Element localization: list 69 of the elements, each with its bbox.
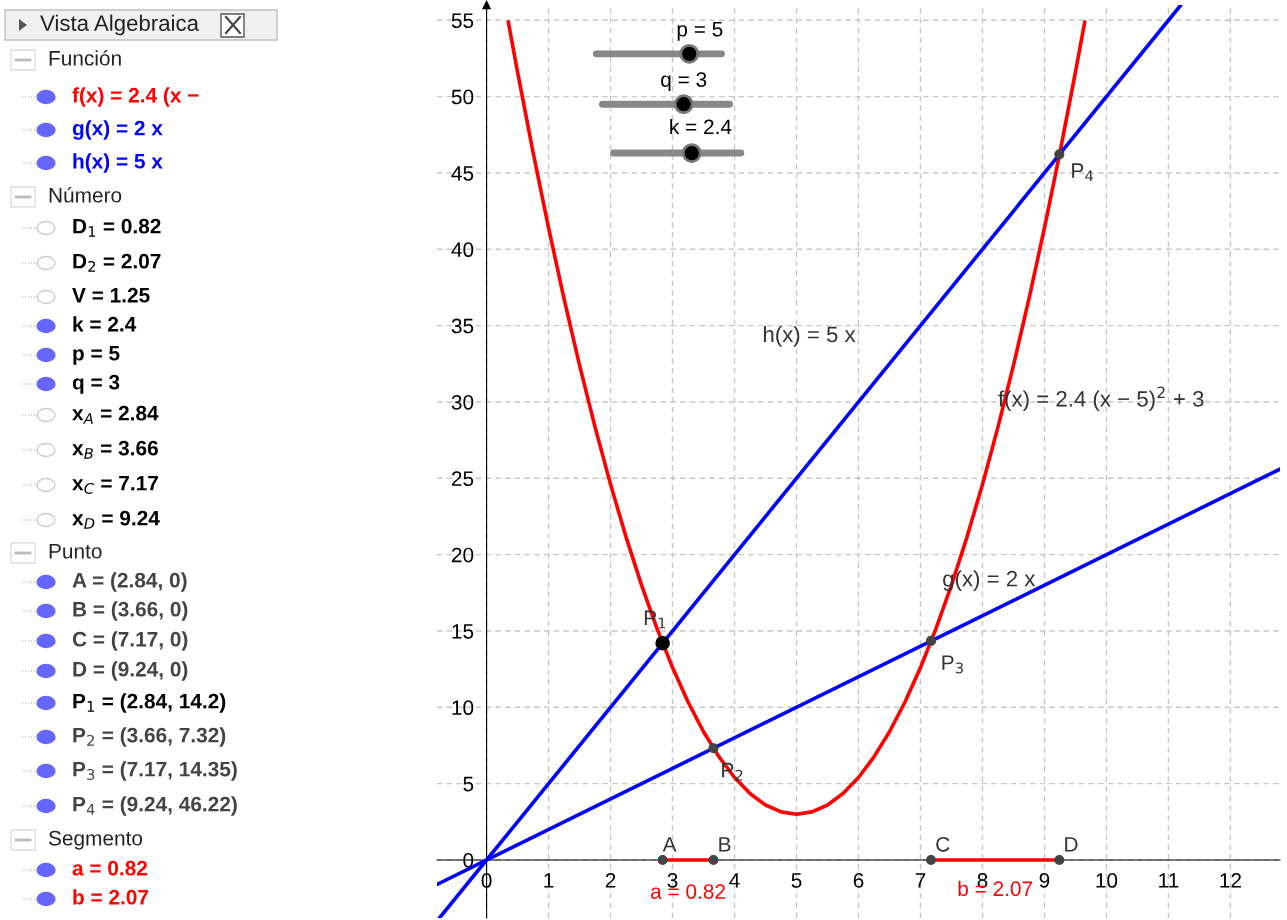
text: h(x) = 5 x bbox=[73, 153, 163, 173]
annotation: D bbox=[1065, 837, 1078, 852]
annotation: k = 2.4 bbox=[670, 118, 732, 135]
point bbox=[708, 743, 719, 754]
text: Función bbox=[49, 50, 121, 66]
x-tick-label: 6 bbox=[853, 873, 864, 888]
point bbox=[657, 854, 668, 866]
annotation: B bbox=[719, 837, 731, 852]
text: P$_{1}$ = (2.84, 14.2) bbox=[73, 693, 226, 713]
y-tick-label: 30 bbox=[451, 394, 474, 410]
text: x$_{B}$ = 3.66 bbox=[72, 440, 158, 459]
text: D = (9.24, 0) bbox=[73, 661, 188, 681]
text: D$_{1}$ = 0.82 bbox=[73, 218, 161, 237]
text: x$_{A}$ = 2.84 bbox=[72, 405, 159, 424]
text: f(x) = 2.4 (x − bbox=[72, 87, 199, 107]
text: P$_{3}$ = (7.17, 14.35) bbox=[73, 761, 237, 781]
y-tick-label: 50 bbox=[451, 89, 474, 105]
text: A = (2.84, 0) bbox=[72, 572, 187, 592]
y-tick-label: 20 bbox=[451, 547, 474, 563]
x-tick-label: 2 bbox=[605, 873, 616, 888]
text: x$_{D}$ = 9.24 bbox=[72, 510, 160, 529]
point bbox=[1054, 854, 1065, 866]
y-tick-label: 5 bbox=[463, 776, 474, 792]
text: B = (3.66, 0) bbox=[73, 601, 188, 621]
text: Número bbox=[49, 187, 122, 203]
text: Punto bbox=[49, 544, 102, 559]
y-tick-label: 15 bbox=[452, 624, 474, 639]
annotation: q = 3 bbox=[661, 72, 707, 92]
text: C = (7.17, 0) bbox=[72, 631, 188, 651]
x-tick-label: 7 bbox=[915, 873, 926, 888]
y-tick-label: 55 bbox=[451, 13, 474, 29]
text: q = 3 bbox=[72, 374, 120, 394]
x-tick-label: 4 bbox=[729, 873, 740, 888]
y-tick-label: 25 bbox=[451, 471, 474, 487]
text: x$_{C}$ = 7.17 bbox=[72, 476, 158, 494]
annotation: C bbox=[936, 836, 950, 852]
annotation: P$_{3}$ bbox=[942, 655, 963, 674]
annotation: h(x) = 5 x bbox=[763, 325, 856, 347]
x-tick-label: 5 bbox=[791, 873, 802, 888]
x-tick-label: 12 bbox=[1220, 873, 1241, 888]
text: a = 0.82 bbox=[72, 860, 148, 876]
point bbox=[1054, 149, 1065, 160]
text: V = 1.25 bbox=[72, 287, 150, 303]
line-series bbox=[506, 20, 1087, 816]
x-tick-label: 11 bbox=[1159, 873, 1179, 888]
y-tick-label: 10 bbox=[452, 700, 474, 716]
point bbox=[655, 635, 670, 651]
x-tick-label: 1 bbox=[544, 873, 554, 888]
annotation: p = 5 bbox=[677, 22, 723, 41]
point bbox=[708, 854, 719, 866]
x-tick-label: 10 bbox=[1096, 873, 1118, 888]
text: D$_{2}$ = 2.07 bbox=[73, 253, 161, 272]
y-tick-label: 40 bbox=[451, 242, 474, 258]
text: k = 2.4 bbox=[73, 316, 137, 332]
point bbox=[925, 854, 937, 866]
annotation: P$_{4}$ bbox=[1072, 163, 1093, 182]
annotation: A bbox=[662, 837, 677, 852]
text: Segmento bbox=[48, 830, 143, 850]
text: Vista Algebraica bbox=[40, 14, 199, 36]
point bbox=[925, 635, 937, 646]
text: P$_{4}$ = (9.24, 46.22) bbox=[73, 796, 237, 816]
y-tick-label: 35 bbox=[451, 318, 474, 334]
text: g(x) = 2 x bbox=[72, 120, 163, 140]
y-tick-label: 45 bbox=[451, 166, 474, 181]
text: P$_{2}$ = (3.66, 7.32) bbox=[73, 727, 226, 747]
text: p = 5 bbox=[73, 346, 120, 365]
text: b = 2.07 bbox=[73, 889, 149, 905]
x-tick-label: 9 bbox=[1039, 873, 1050, 888]
y-tick-label: 0 bbox=[463, 852, 474, 868]
